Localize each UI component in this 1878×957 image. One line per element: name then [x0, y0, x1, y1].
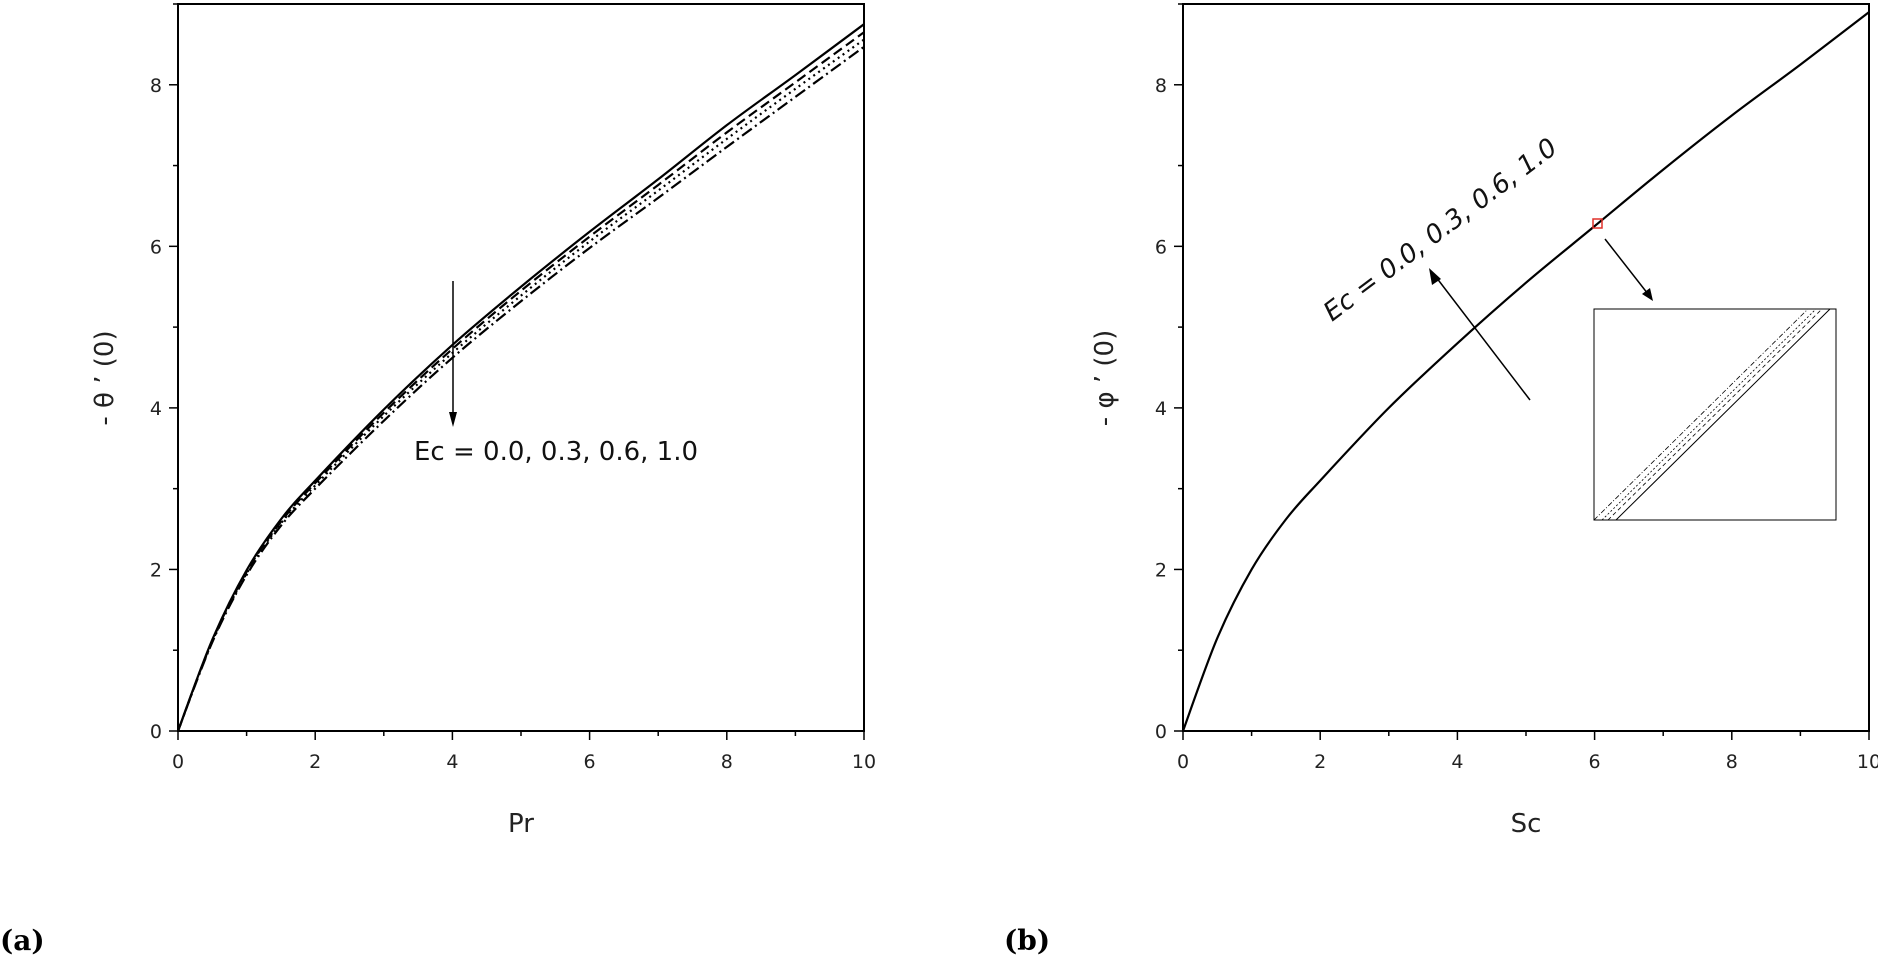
- y-tick-label-a: 2: [150, 559, 162, 581]
- zoom-marker: [1592, 218, 1603, 229]
- x-axis-label-a: Pr: [508, 809, 534, 839]
- ticks-b: 0 2 4 6 8 10 0 2 4 6 8: [1155, 3, 1878, 773]
- arrowhead-b: [1429, 268, 1441, 285]
- x-tick-label-b: 6: [1589, 751, 1601, 773]
- y-tick-label-a: 6: [150, 236, 162, 258]
- y-axis-label-b: - φ ’ (0): [1090, 330, 1120, 426]
- y-tick-label-a: 8: [150, 75, 162, 97]
- x-tick-label-b: 8: [1726, 751, 1738, 773]
- x-tick-label-a: 8: [721, 751, 733, 773]
- series-line-a-2: [176, 31, 865, 732]
- y-tick-label-b: 6: [1155, 236, 1167, 258]
- x-tick-label-a: 10: [852, 751, 876, 773]
- x-tick-label-a: 0: [172, 751, 184, 773]
- annotation-text-b: Ec = 0.0, 0.3, 0.6, 1.0: [1318, 133, 1563, 328]
- y-tick-label-a: 4: [150, 398, 162, 420]
- x-tick-label-b: 2: [1314, 751, 1326, 773]
- x-tick-label-a: 2: [309, 751, 321, 773]
- panel-label-a: (a): [0, 924, 45, 957]
- x-tick-label-a: 6: [584, 751, 596, 773]
- annotation-arrow-b: [1435, 276, 1531, 401]
- arrowhead-a: [449, 412, 457, 427]
- y-tick-label-b: 0: [1155, 721, 1167, 743]
- series-line-a-3: [176, 38, 865, 732]
- x-axis-label-b: Sc: [1511, 809, 1542, 839]
- panel-label-b: (b): [1004, 924, 1051, 957]
- y-tick-label-b: 2: [1155, 559, 1167, 581]
- zoom-arrowhead: [1642, 288, 1653, 301]
- x-tick-label-a: 4: [446, 751, 458, 773]
- zoom-inset: [1593, 308, 1837, 521]
- series-line-a-4: [176, 45, 865, 732]
- inset-line-1: [1593, 308, 1809, 521]
- series-lines-b: [1181, 11, 1870, 732]
- x-tick-label-b: 10: [1857, 751, 1878, 773]
- y-axis-label-a: - θ ’ (0): [90, 330, 120, 425]
- annotation-text-a: Ec = 0.0, 0.3, 0.6, 1.0: [414, 437, 698, 467]
- y-tick-label-a: 0: [150, 721, 162, 743]
- y-tick-label-b: 8: [1155, 75, 1167, 97]
- y-tick-label-b: 4: [1155, 398, 1167, 420]
- inset-line-3: [1607, 308, 1823, 521]
- zoom-arrow: [1604, 238, 1649, 295]
- series-line-b-1: [1181, 11, 1870, 732]
- ticks-a: 0 2 4 6 8 10 0 2 4 6 8: [150, 3, 876, 773]
- x-tick-label-b: 4: [1451, 751, 1463, 773]
- x-tick-label-b: 0: [1177, 751, 1189, 773]
- series-lines-a: [176, 23, 865, 732]
- series-line-a-1: [176, 23, 865, 732]
- inset-line-4: [1615, 308, 1831, 521]
